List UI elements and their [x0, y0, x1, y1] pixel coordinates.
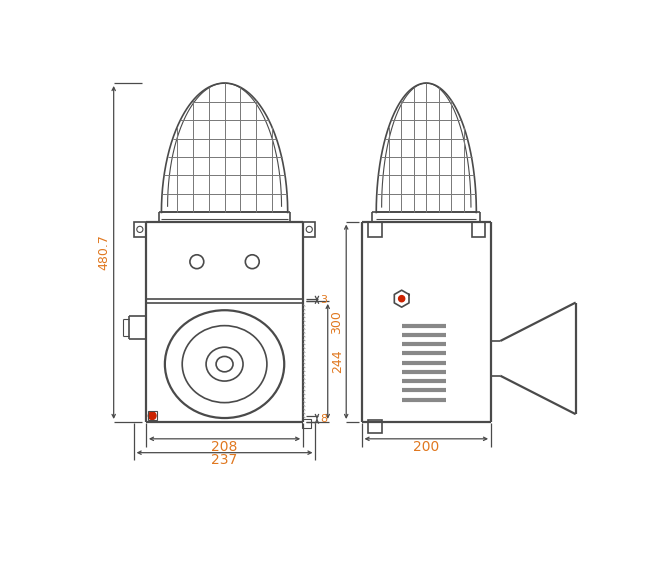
Bar — [302, 419, 311, 428]
Bar — [303, 222, 315, 237]
Text: 200: 200 — [413, 439, 439, 453]
Text: 300: 300 — [330, 310, 343, 334]
Text: 8: 8 — [320, 414, 327, 424]
Text: 208: 208 — [211, 439, 238, 453]
Text: 237: 237 — [211, 453, 238, 468]
Bar — [368, 420, 382, 433]
Text: 3: 3 — [320, 295, 327, 305]
Circle shape — [148, 412, 156, 420]
Bar — [148, 411, 157, 420]
Bar — [134, 222, 146, 237]
Bar — [472, 222, 485, 237]
Circle shape — [398, 296, 405, 302]
Bar — [368, 222, 382, 237]
Text: 244: 244 — [332, 350, 344, 373]
Text: 480.7: 480.7 — [98, 235, 111, 270]
